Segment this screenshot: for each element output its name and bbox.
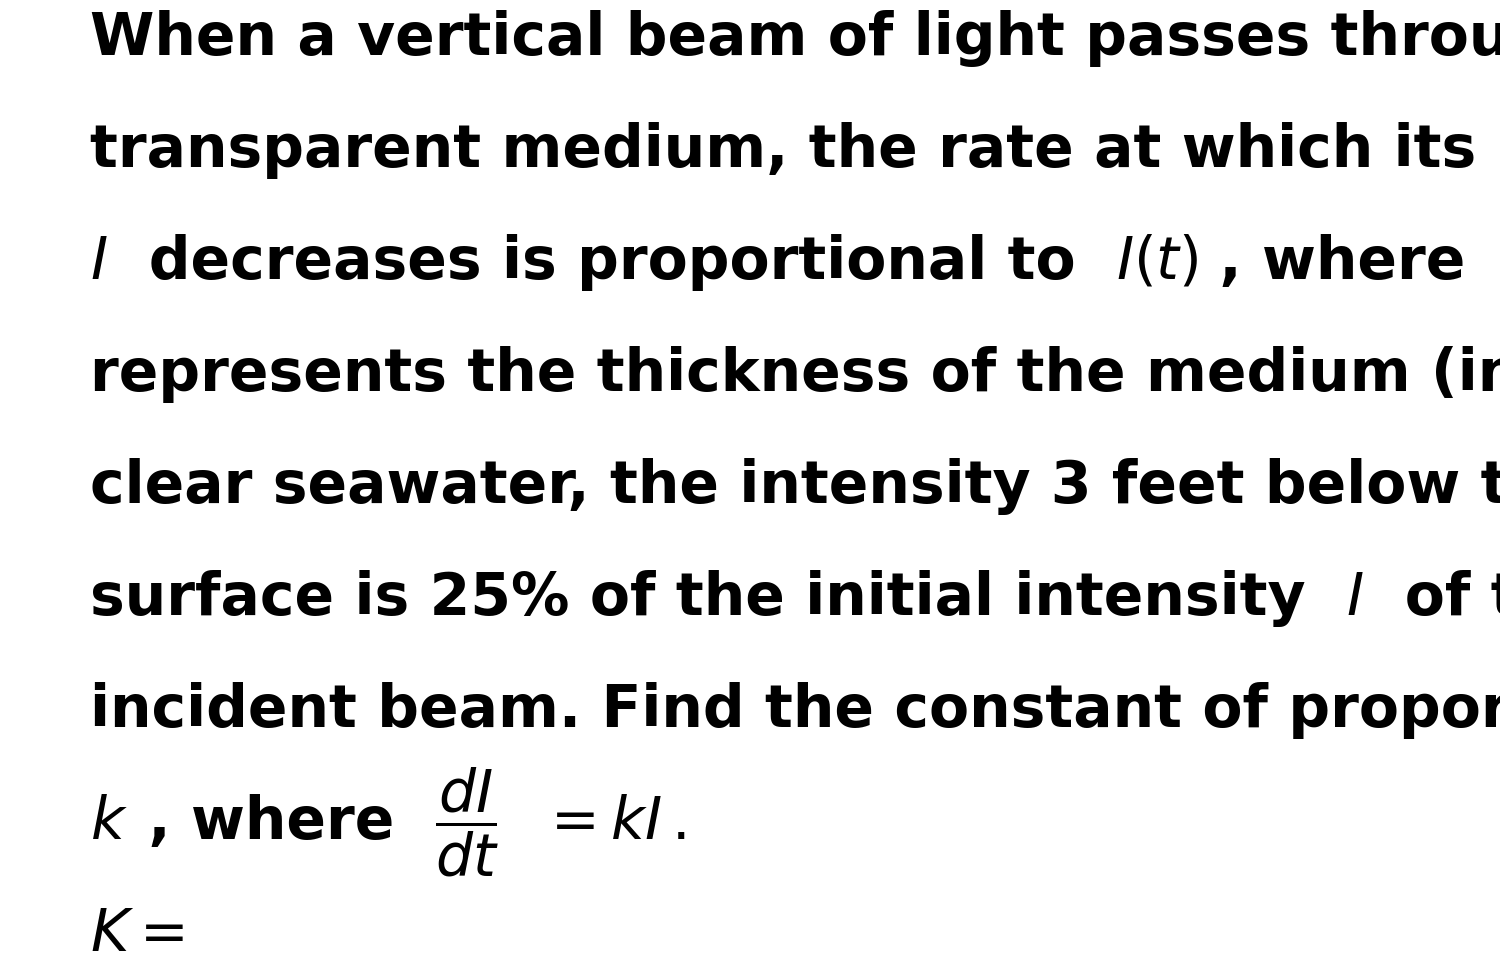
Text: incident beam. Find the constant of proportionality: incident beam. Find the constant of prop… xyxy=(90,682,1500,739)
Text: clear seawater, the intensity 3 feet below the: clear seawater, the intensity 3 feet bel… xyxy=(90,458,1500,515)
Text: , where: , where xyxy=(128,794,435,851)
Text: represents the thickness of the medium (in feet). In: represents the thickness of the medium (… xyxy=(90,346,1500,403)
Text: transparent medium, the rate at which its intensity: transparent medium, the rate at which it… xyxy=(90,122,1500,179)
Text: surface is 25% of the initial intensity: surface is 25% of the initial intensity xyxy=(90,570,1347,627)
Text: $\mathit{I}$: $\mathit{I}$ xyxy=(1347,570,1364,627)
Text: of the: of the xyxy=(1364,570,1500,627)
Text: $\mathit{k}$: $\mathit{k}$ xyxy=(90,794,128,851)
Text: When a vertical beam of light passes through a: When a vertical beam of light passes thr… xyxy=(90,10,1500,67)
Text: , where: , where xyxy=(1198,234,1500,291)
Text: $\mathit{I}$: $\mathit{I}$ xyxy=(90,234,108,291)
Text: $\dfrac{\mathit{dI}}{\mathit{dt}}$: $\dfrac{\mathit{dI}}{\mathit{dt}}$ xyxy=(435,766,498,880)
Text: $\mathit{K} = $  _: $\mathit{K} = $ _ xyxy=(90,906,272,956)
Text: $\mathit{I}(\mathit{t})$: $\mathit{I}(\mathit{t})$ xyxy=(1116,234,1198,291)
Text: $= \mathit{kI}\,.$: $= \mathit{kI}\,.$ xyxy=(540,794,686,851)
Text: decreases is proportional to: decreases is proportional to xyxy=(108,234,1116,291)
